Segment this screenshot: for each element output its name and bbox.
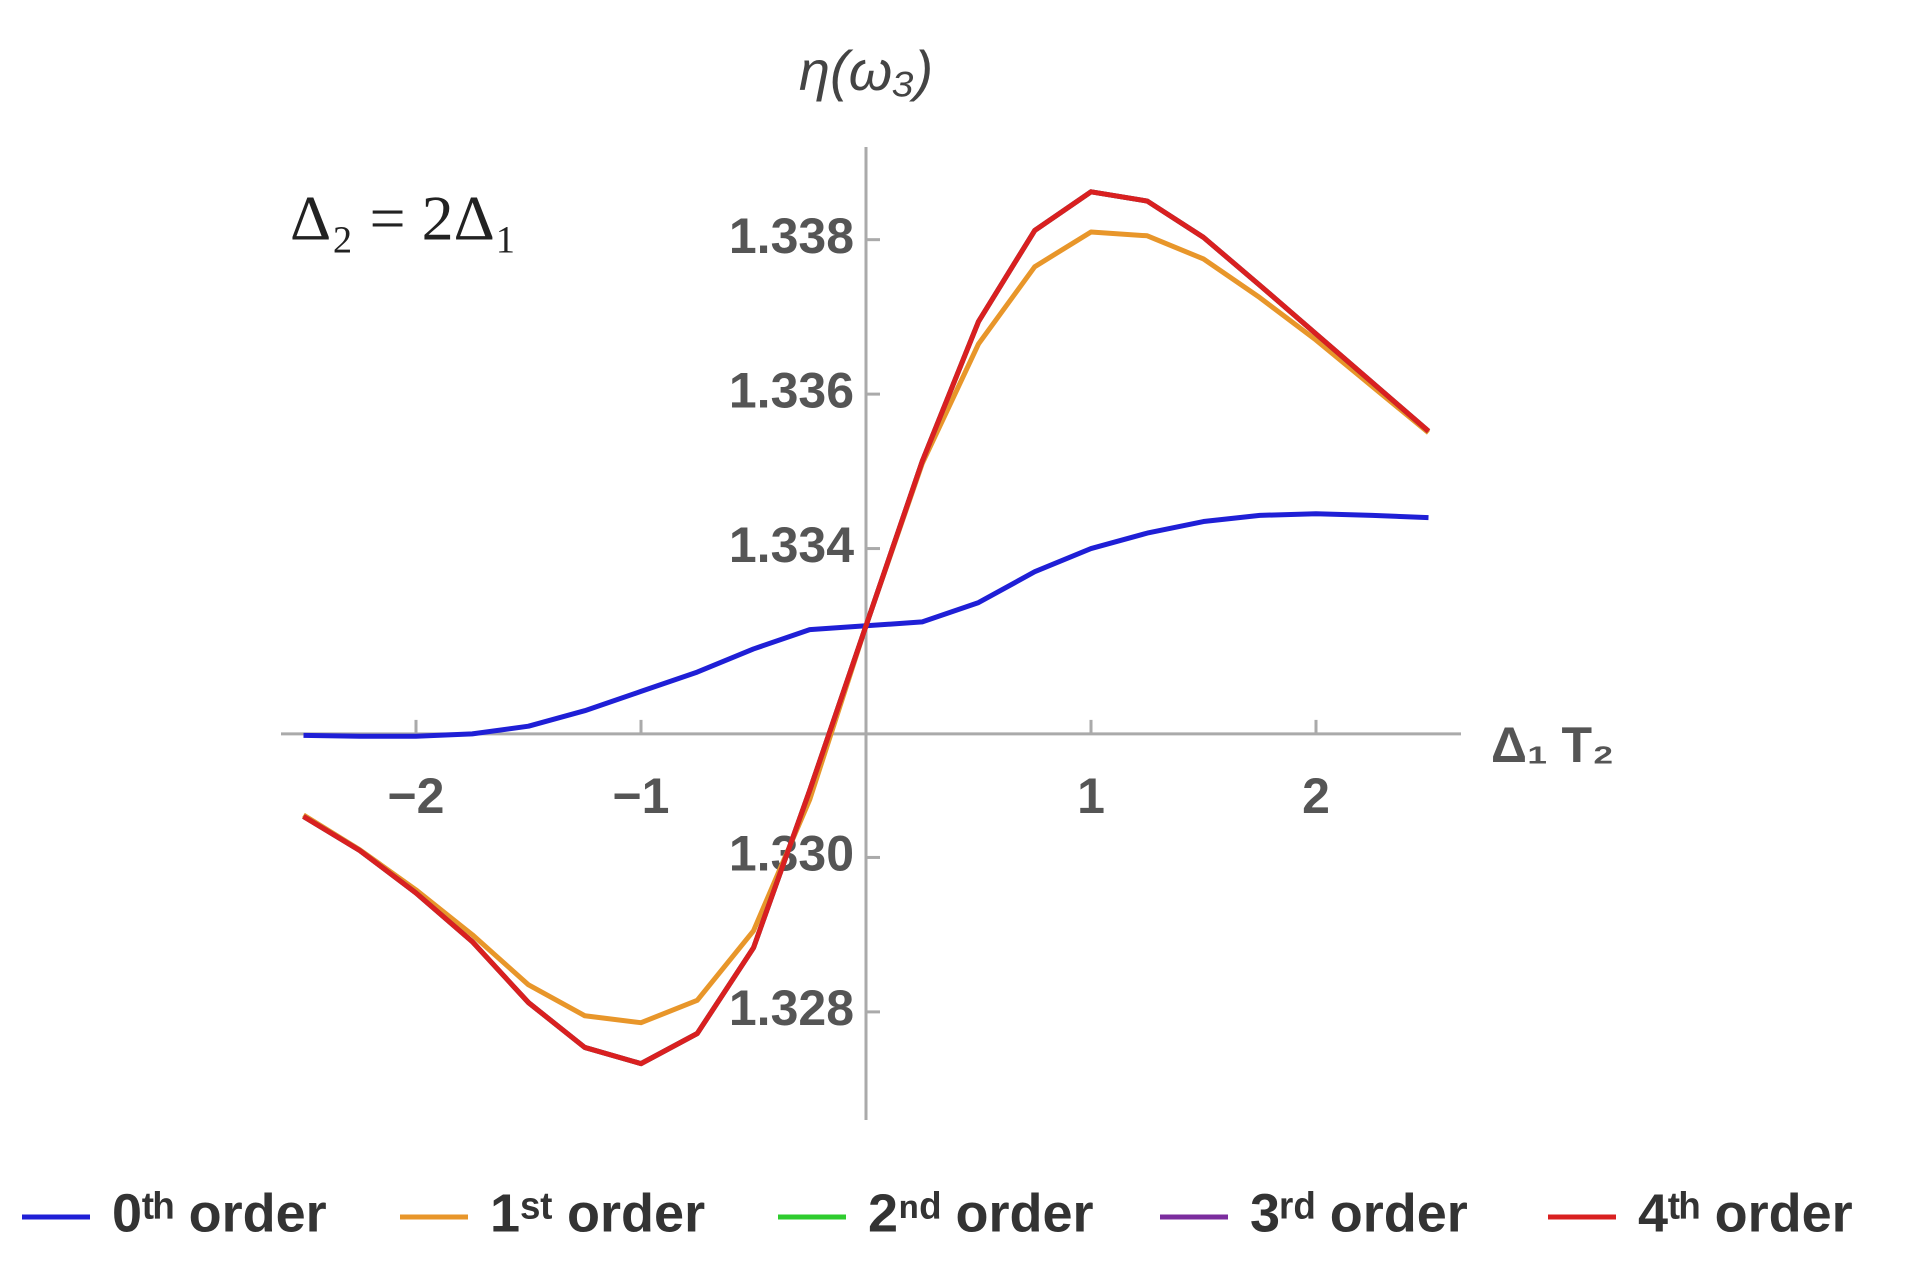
y-tick-label: 1.328 [729, 980, 854, 1036]
legend-label: 3ʳᵈ order [1250, 1183, 1468, 1243]
x-tick-label: 2 [1302, 768, 1330, 824]
annotation: Δ₂ = 2Δ₁ [290, 183, 517, 254]
legend-label: 1ˢᵗ order [490, 1183, 705, 1243]
y-tick-label: 1.334 [729, 517, 854, 573]
x-tick-label: 1 [1077, 768, 1105, 824]
x-tick-label: −2 [387, 768, 444, 824]
legend-label: 2ⁿᵈ order [868, 1183, 1094, 1243]
y-tick-label: 1.338 [729, 208, 854, 264]
y-tick-label: 1.336 [729, 362, 854, 418]
x-tick-label: −1 [612, 768, 669, 824]
legend-label: 0ᵗʰ order [112, 1183, 327, 1243]
y-axis-label: η(ω₃) [799, 39, 933, 102]
legend-label: 4ᵗʰ order [1638, 1183, 1853, 1243]
series-line [302, 189, 1431, 1067]
x-axis-label: Δ₁ T₂ [1491, 717, 1614, 773]
y-tick-label: 1.330 [729, 826, 854, 882]
